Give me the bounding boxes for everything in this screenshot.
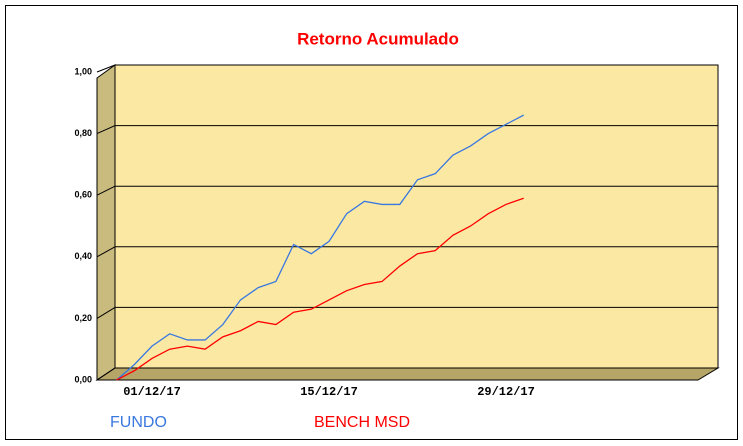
grid-line xyxy=(96,125,116,135)
chart-title: Retorno Acumulado xyxy=(297,29,459,48)
series-line xyxy=(116,197,524,381)
y-tick-label: 1,00 xyxy=(74,66,92,76)
legend-label: BENCH MSD xyxy=(314,414,410,431)
y-tick-label: 0,60 xyxy=(74,190,92,200)
x-tick-label: 29/12/17 xyxy=(477,385,535,399)
grid-line xyxy=(96,367,116,381)
grid-line xyxy=(96,185,116,196)
y-tick-label: 0,40 xyxy=(74,251,92,261)
y-tick-label: 0,20 xyxy=(74,313,92,323)
grid-line xyxy=(96,306,116,319)
grid-line xyxy=(96,64,116,73)
y-tick-label: 0,80 xyxy=(74,128,92,138)
y-tick-label: 0,00 xyxy=(74,374,92,384)
x-tick-label: 15/12/17 xyxy=(300,385,358,399)
legend-label: FUNDO xyxy=(110,414,167,431)
x-tick-label: 01/12/17 xyxy=(123,385,181,399)
grid-line xyxy=(96,246,116,258)
series-line xyxy=(116,114,525,381)
back-wall xyxy=(114,64,719,369)
left-wall xyxy=(96,64,116,381)
floor xyxy=(95,367,720,381)
